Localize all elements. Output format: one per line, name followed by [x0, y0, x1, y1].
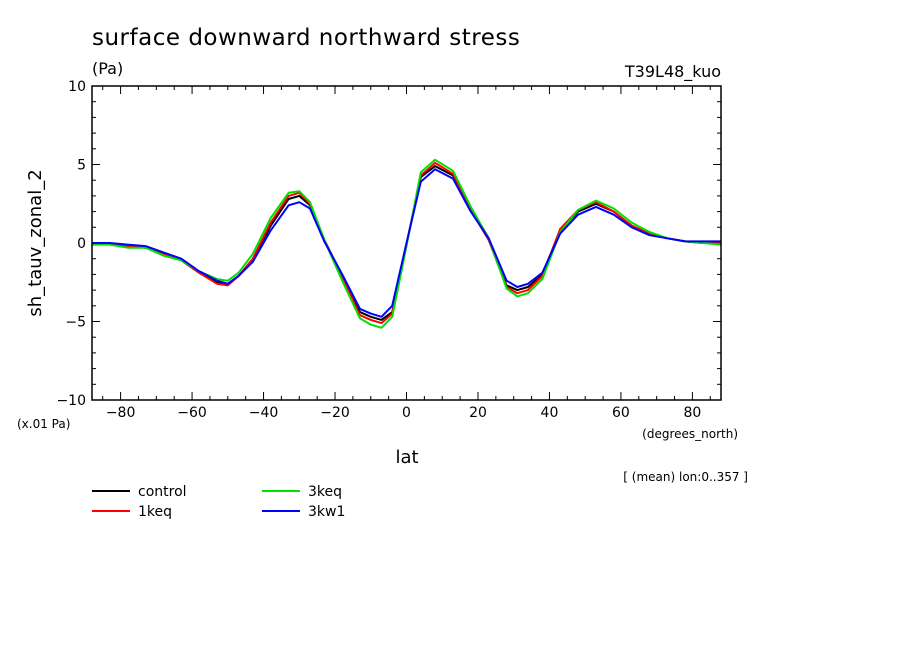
x-tick-label: 60	[612, 405, 630, 421]
x-units-label: (degrees_north)	[642, 427, 738, 441]
x-axis-tick-labels: −80 −60 −40 −20 0 20 40 60 80	[106, 405, 702, 421]
x-tick-label: 80	[683, 405, 701, 421]
experiment-label: T39L48_kuo	[624, 62, 721, 82]
x-tick-label: 20	[469, 405, 487, 421]
units-label: (Pa)	[92, 59, 123, 78]
x-tick-label: 0	[402, 405, 411, 421]
x-tick-label: 40	[541, 405, 559, 421]
legend-label-1keq: 1keq	[138, 504, 172, 520]
chart-title: surface downward northward stress	[92, 25, 520, 51]
y-tick-label: 5	[77, 158, 86, 174]
y-tick-label: −10	[56, 393, 86, 409]
x-tick-label: −40	[249, 405, 279, 421]
y-axis-label: sh_tauv_zonal_2	[25, 169, 46, 316]
legend-label-3kw1: 3kw1	[308, 504, 345, 520]
y-tick-label: −5	[65, 315, 86, 331]
footnote: [ (mean) lon:0..357 ]	[623, 470, 748, 484]
x-tick-label: −20	[320, 405, 350, 421]
y-scale-note: (x.01 Pa)	[17, 417, 70, 431]
y-tick-label: 10	[68, 79, 86, 95]
x-tick-label: −60	[177, 405, 207, 421]
y-tick-label: 0	[77, 236, 86, 252]
legend-label-3keq: 3keq	[308, 484, 342, 500]
x-tick-label: −80	[106, 405, 136, 421]
y-axis-tick-labels: −10 −5 0 5 10	[56, 79, 86, 409]
x-axis-label: lat	[395, 447, 418, 468]
series-line-3kw1	[92, 168, 721, 318]
legend: control 1keq 3keq 3kw1	[92, 484, 345, 520]
legend-label-control: control	[138, 484, 187, 500]
series-lines	[91, 158, 722, 329]
plot-frame	[91, 85, 722, 401]
